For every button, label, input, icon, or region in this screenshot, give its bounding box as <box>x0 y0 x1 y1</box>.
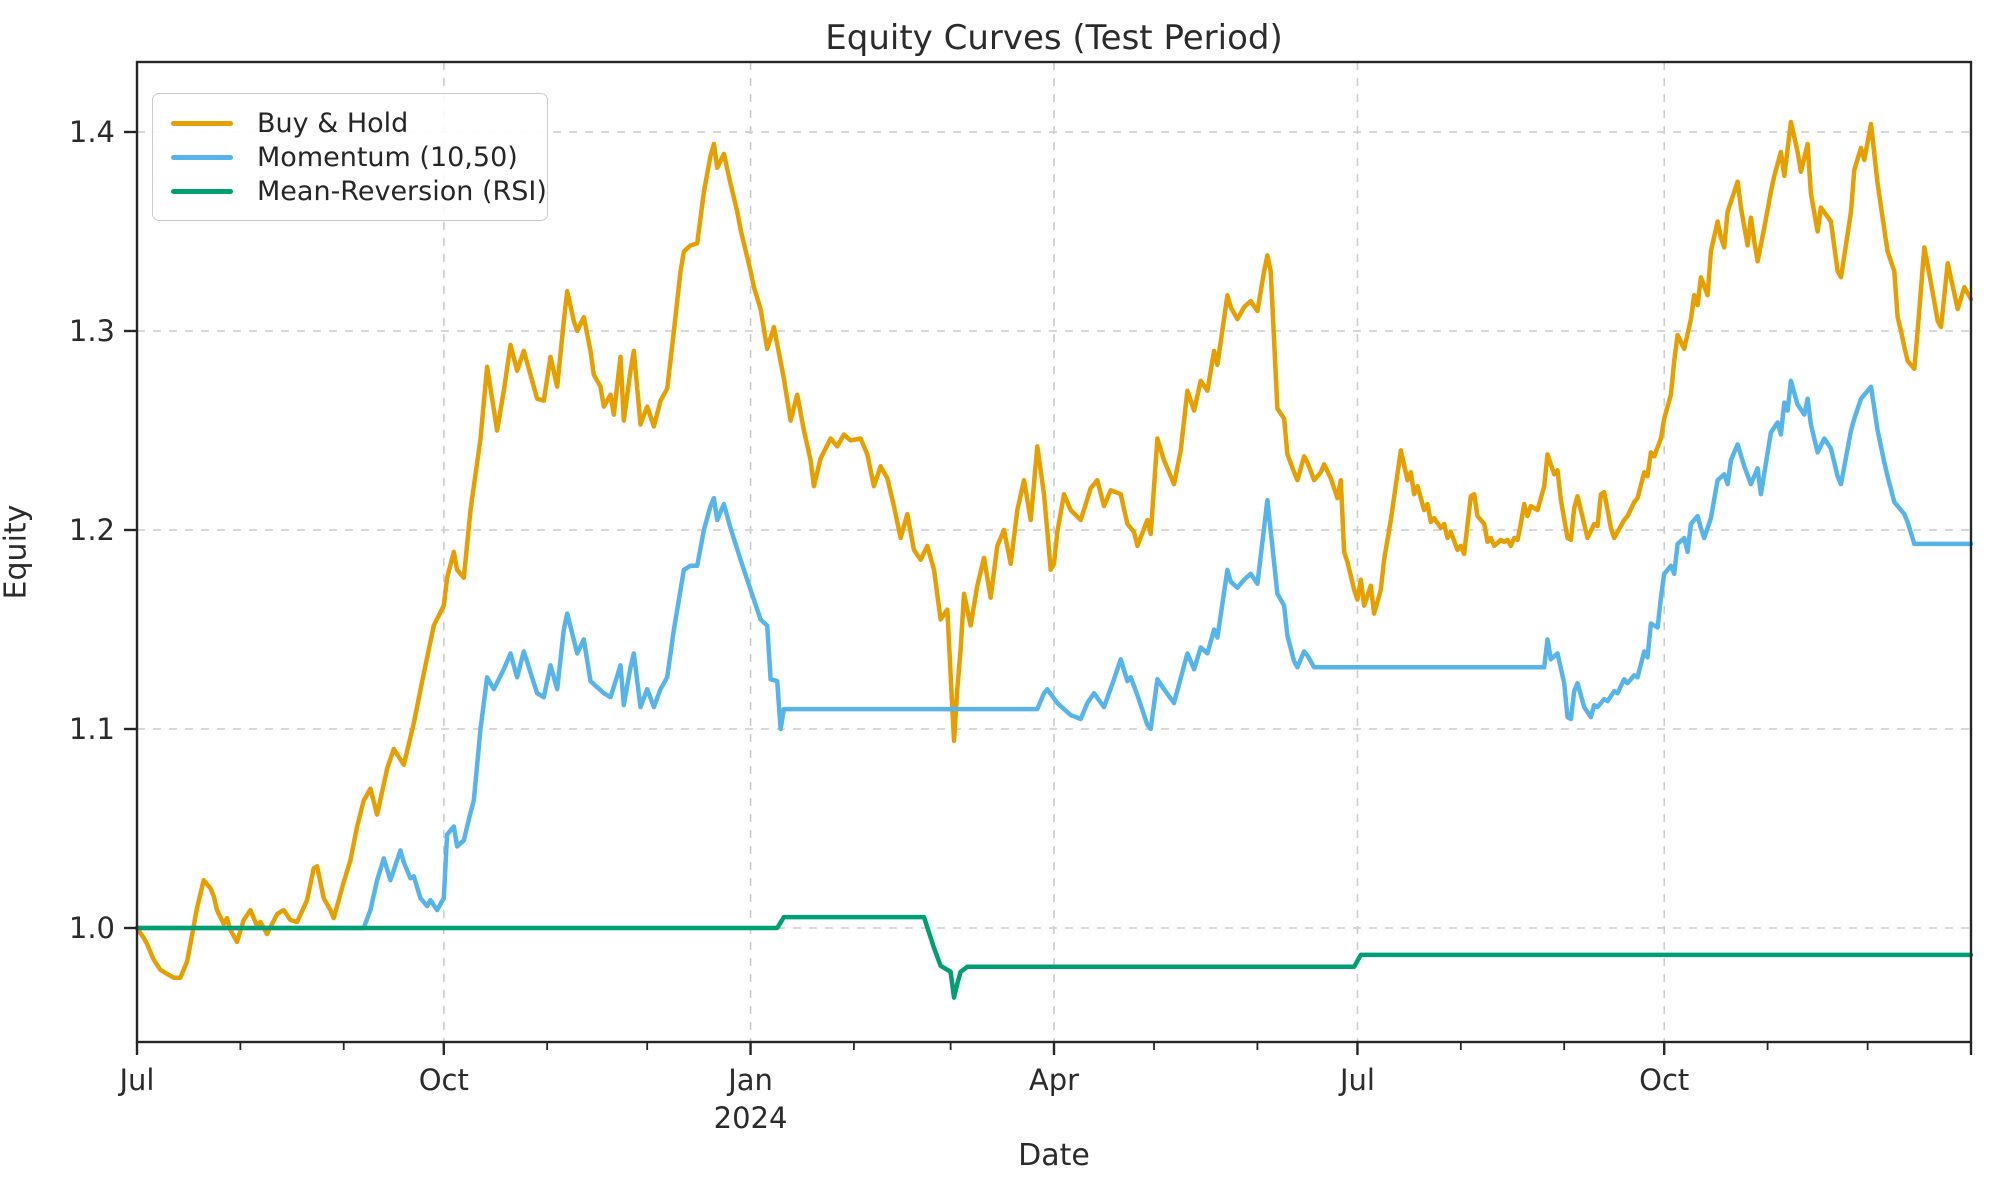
momentum-line-icon <box>171 154 233 160</box>
x-tick-label: Jul <box>1338 1063 1375 1097</box>
y-tick-label: 1.2 <box>69 513 115 547</box>
x-tick-label: Jul <box>118 1063 155 1097</box>
x-axis-label: Date <box>1018 1138 1090 1173</box>
legend-item-momentum: Momentum (10,50) <box>171 140 529 174</box>
series-line-buy-hold <box>134 119 1974 980</box>
mean-reversion-line-icon <box>171 188 233 194</box>
legend-label: Mean-Reversion (RSI) <box>257 175 547 207</box>
chart-title: Equity Curves (Test Period) <box>825 18 1283 58</box>
y-tick-label: 1.4 <box>69 115 115 149</box>
series-line-momentum-10-50- <box>134 378 1974 931</box>
series-line-mean-reversion-rsi- <box>134 914 1974 1000</box>
legend-item-buy-hold: Buy & Hold <box>171 106 529 140</box>
y-tick-label: 1.1 <box>69 712 115 746</box>
x-tick-label: Apr <box>1029 1063 1079 1097</box>
y-tick-label: 1.3 <box>69 314 115 348</box>
buy-hold-line-icon <box>171 120 233 126</box>
legend-label: Momentum (10,50) <box>257 141 518 173</box>
x-tick-year-label: 2024 <box>714 1101 788 1135</box>
x-tick-label: Jan <box>726 1063 773 1097</box>
x-tick-label: Oct <box>419 1063 469 1097</box>
x-tick-label: Oct <box>1639 1063 1689 1097</box>
legend-item-mean-reversion: Mean-Reversion (RSI) <box>171 174 547 208</box>
legend: Buy & Hold Momentum (10,50) Mean-Reversi… <box>152 93 548 221</box>
y-axis-label: Equity <box>0 504 34 600</box>
legend-label: Buy & Hold <box>257 107 409 139</box>
y-tick-label: 1.0 <box>69 911 115 945</box>
